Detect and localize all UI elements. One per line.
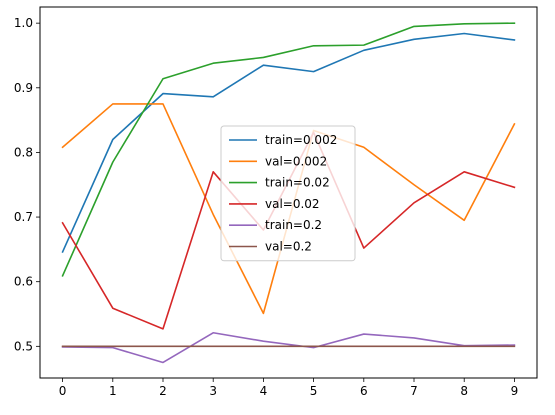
legend-entry-label: val=0.002 [265, 154, 327, 168]
x-axis: 0 1 2 3 4 5 6 7 8 9 [59, 378, 518, 398]
y-tick-label: 0.6 [14, 275, 33, 289]
series-line-train=0.2 [61, 331, 516, 364]
x-tick-label: 3 [209, 384, 217, 398]
series-line-train=0.02 [61, 22, 516, 277]
y-tick-label: 0.5 [14, 339, 33, 353]
x-tick-label: 8 [460, 384, 468, 398]
x-tick-label: 7 [410, 384, 418, 398]
legend-entry-label: train=0.002 [265, 133, 337, 147]
y-tick-label: 0.9 [14, 81, 33, 95]
series-line-train=0.002 [61, 32, 516, 254]
y-tick-label: 1.0 [14, 16, 33, 30]
legend-entry-label: train=0.02 [265, 176, 330, 190]
x-tick-label: 1 [109, 384, 117, 398]
legend-entry-label: val=0.2 [265, 240, 312, 254]
x-tick-label: 6 [360, 384, 368, 398]
x-tick-label: 5 [310, 384, 318, 398]
legend-entry-label: train=0.2 [265, 218, 322, 232]
legend: train=0.002 val=0.002 train=0.02 val=0.02 tr… [220, 125, 356, 262]
y-tick-label: 0.7 [14, 210, 33, 224]
y-axis: 0.5 0.6 0.7 0.8 0.9 1.0 [14, 16, 40, 353]
x-tick-label: 2 [159, 384, 167, 398]
plot-area: 0 1 2 3 4 5 6 7 8 9 0.5 0.6 0.7 0.8 0.9 1.0 [14, 6, 538, 398]
y-tick-label: 0.8 [14, 145, 33, 159]
legend-entry-label: val=0.02 [265, 197, 320, 211]
x-tick-label: 4 [260, 384, 268, 398]
x-tick-label: 0 [59, 384, 67, 398]
x-tick-label: 9 [511, 384, 519, 398]
legend-box [220, 125, 356, 262]
